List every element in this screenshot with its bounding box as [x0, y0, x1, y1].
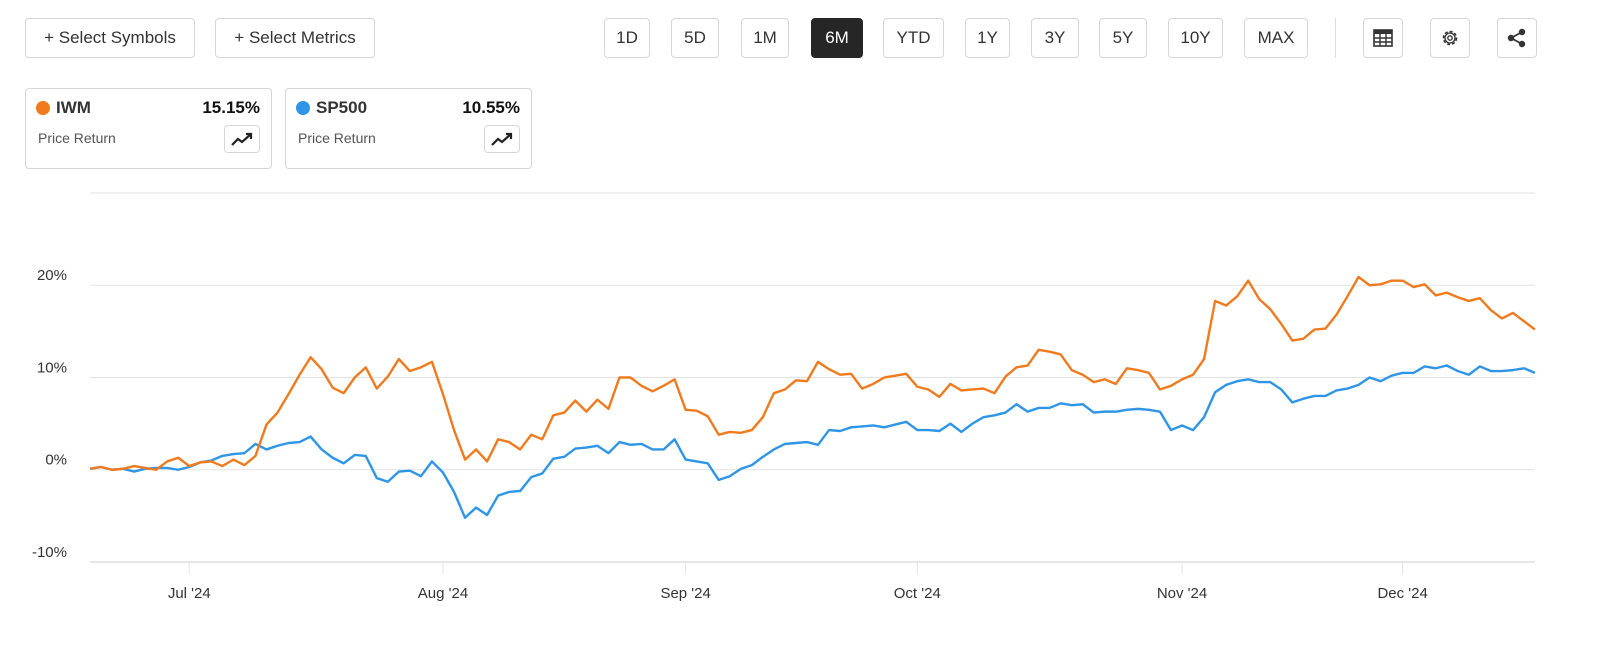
x-tick-label: Dec '24 — [1377, 585, 1427, 602]
series-line — [89, 275, 1536, 471]
metric-label: Price Return — [298, 130, 376, 146]
separator — [1335, 18, 1336, 58]
range-button[interactable]: 3Y — [1031, 18, 1079, 58]
trend-icon[interactable] — [484, 125, 520, 153]
x-tick-label: Oct '24 — [894, 585, 941, 602]
range-button[interactable]: 1D — [604, 18, 650, 58]
range-button[interactable]: 5Y — [1099, 18, 1147, 58]
symbol-card[interactable]: IWM 15.15% Price Return — [25, 88, 272, 169]
range-button[interactable]: 6M — [811, 18, 863, 58]
legend-symbol: IWM — [56, 98, 91, 117]
y-tick-label: -10% — [32, 544, 67, 561]
table-button[interactable] — [1363, 18, 1403, 58]
metric-label: Price Return — [38, 130, 116, 146]
trend-icon[interactable] — [224, 125, 260, 153]
legend-symbol: SP500 — [316, 98, 368, 117]
x-tick-label: Aug '24 — [418, 585, 468, 602]
table-icon — [1373, 29, 1393, 47]
y-tick-label: 10% — [37, 359, 67, 376]
range-button[interactable]: YTD — [883, 18, 944, 58]
legend-dot — [296, 101, 310, 115]
range-button[interactable]: 1M — [741, 18, 789, 58]
share-button[interactable] — [1497, 18, 1537, 58]
return-value: 15.15% — [202, 98, 260, 117]
series-line — [89, 364, 1536, 519]
symbol-card[interactable]: SP500 10.55% Price Return — [285, 88, 532, 169]
return-value: 10.55% — [462, 98, 520, 117]
legend-dot — [36, 101, 50, 115]
range-button[interactable]: 5D — [671, 18, 719, 58]
x-tick-label: Sep '24 — [660, 585, 710, 602]
select-metrics-button[interactable]: + Select Metrics — [215, 18, 375, 58]
y-tick-label: 0% — [45, 452, 67, 469]
share-icon — [1507, 28, 1526, 48]
x-tick-label: Jul '24 — [168, 585, 211, 602]
x-tick-label: Nov '24 — [1157, 585, 1207, 602]
select-symbols-button[interactable]: + Select Symbols — [25, 18, 195, 58]
y-tick-label: 20% — [37, 267, 67, 284]
gear-icon — [1442, 30, 1458, 46]
settings-button[interactable] — [1430, 18, 1470, 58]
range-button[interactable]: 10Y — [1168, 18, 1223, 58]
range-button[interactable]: MAX — [1244, 18, 1308, 58]
range-button[interactable]: 1Y — [965, 18, 1010, 58]
